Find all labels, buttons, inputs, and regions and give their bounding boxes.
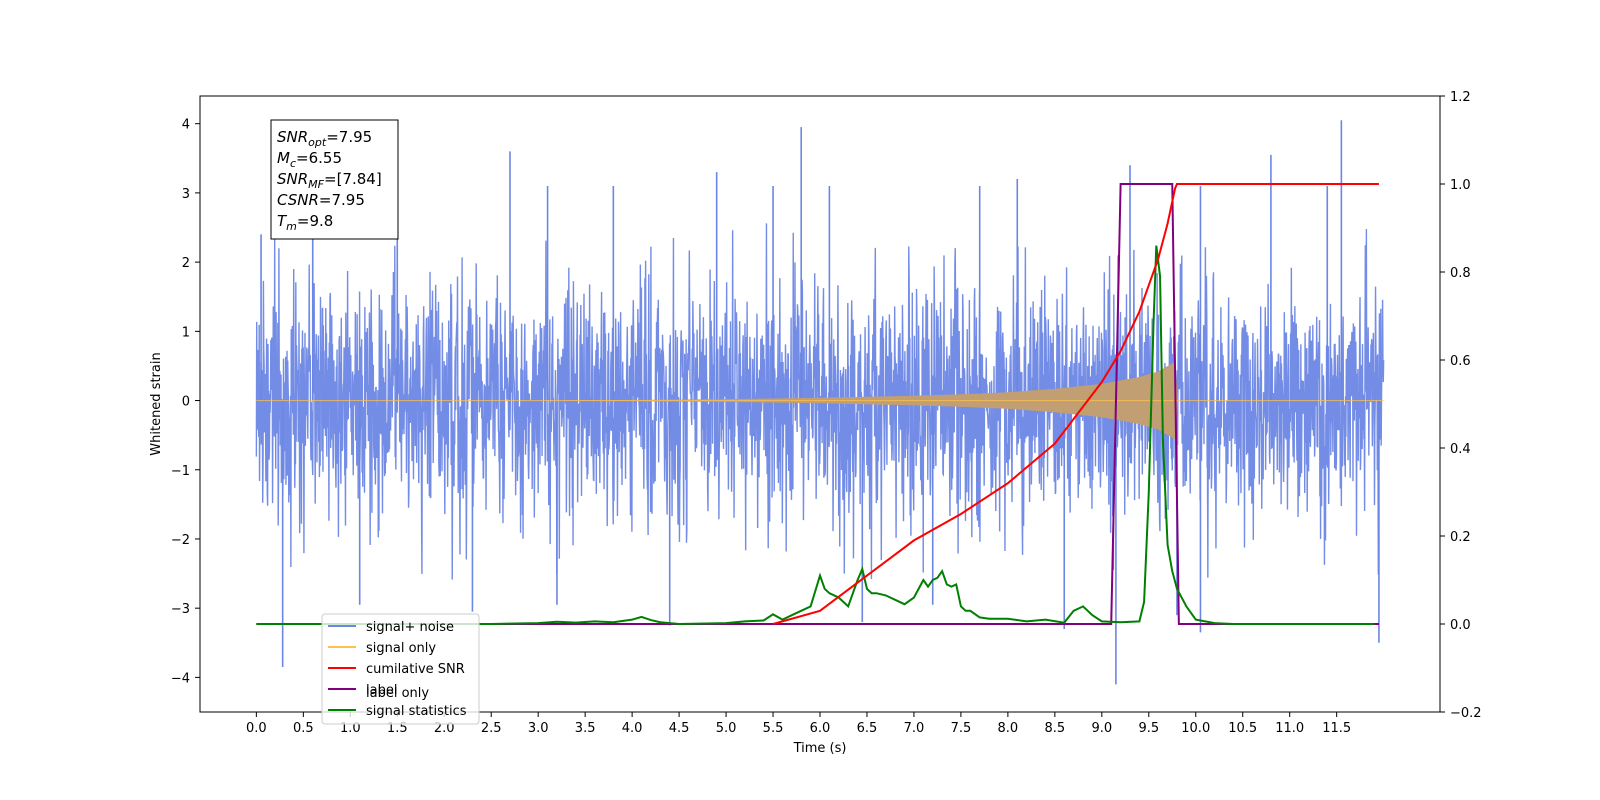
x-tick-label: 2.5 xyxy=(481,721,502,736)
x-tick-label: 5.0 xyxy=(716,721,737,736)
x-tick-label: 9.5 xyxy=(1138,721,1159,736)
y-tick-label: 2 xyxy=(182,256,190,271)
y2-tick-label: 0.8 xyxy=(1450,266,1471,281)
series-signal-noise-line xyxy=(255,223,1385,580)
y2-tick-label: 1.0 xyxy=(1450,178,1471,193)
y-tick-label: −1 xyxy=(171,464,190,479)
legend-label: signal+ noise xyxy=(366,620,454,635)
annotation-line: SNRopt=7.95 xyxy=(277,128,372,149)
y-axis-left: −4 −3 −2 −1 0 1 2 3 4 xyxy=(171,118,200,686)
y-tick-label: −4 xyxy=(171,671,190,686)
y-tick-label: −2 xyxy=(171,533,190,548)
y-tick-label: 4 xyxy=(182,118,190,133)
annotation-line: SNRMF=[7.84] xyxy=(277,170,382,191)
x-tick-label: 9.0 xyxy=(1091,721,1112,736)
x-tick-label: 1.5 xyxy=(387,721,408,736)
x-tick-label: 6.5 xyxy=(857,721,878,736)
y-tick-label: 0 xyxy=(182,395,190,410)
legend-box xyxy=(321,613,480,725)
legend: label only signal+ noise signal only cumila… xyxy=(321,613,480,725)
x-tick-label: 1.0 xyxy=(340,721,361,736)
series-label-line xyxy=(256,183,1379,625)
legend-label: signal only xyxy=(366,641,436,656)
y2-tick-label: 0.2 xyxy=(1450,530,1471,545)
x-tick-label: 10.5 xyxy=(1228,721,1257,736)
y2-tick-label: 1.2 xyxy=(1450,90,1471,105)
x-tick-label: 4.0 xyxy=(622,721,643,736)
x-tick-label: 5.5 xyxy=(763,721,784,736)
legend-label: cumilative SNR xyxy=(366,662,465,677)
x-tick-label: 0.0 xyxy=(246,721,267,736)
y-tick-label: −3 xyxy=(171,602,190,617)
y2-tick-label: 0.0 xyxy=(1450,618,1471,633)
x-tick-label: 8.0 xyxy=(998,721,1019,736)
plot-area xyxy=(255,120,1385,685)
y-axis-right: −0.2 0.0 0.2 0.4 0.6 0.8 1.0 1.2 xyxy=(1440,90,1482,721)
x-tick-label: 0.5 xyxy=(293,721,314,736)
annotation-line: Tm=9.8 xyxy=(277,212,333,233)
x-tick-label: 11.5 xyxy=(1322,721,1351,736)
y2-tick-label: −0.2 xyxy=(1450,706,1482,721)
x-tick-label: 3.0 xyxy=(528,721,549,736)
y2-tick-label: 0.6 xyxy=(1450,354,1471,369)
legend-label: label xyxy=(366,683,397,698)
x-axis-label: Time (s) xyxy=(793,741,847,756)
y-tick-label: 3 xyxy=(182,187,190,202)
series-cumulative-snr-line xyxy=(772,183,1379,625)
x-tick-label: 2.0 xyxy=(434,721,455,736)
x-tick-label: 7.5 xyxy=(951,721,972,736)
y-tick-label: 1 xyxy=(182,325,190,340)
series-signal-statistics-line xyxy=(256,245,1375,626)
y-axis-label: Whitened strain xyxy=(149,352,164,455)
x-tick-label: 4.5 xyxy=(669,721,690,736)
annotation-line: CSNR=7.95 xyxy=(277,191,365,209)
legend-ghost-text: label only xyxy=(366,686,429,701)
x-tick-label: 10.0 xyxy=(1181,721,1210,736)
annotation-box xyxy=(270,119,399,240)
x-tick-label: 7.0 xyxy=(904,721,925,736)
x-tick-label: 3.5 xyxy=(575,721,596,736)
annotation-line: Mc=6.55 xyxy=(277,149,342,170)
x-tick-label: 6.0 xyxy=(810,721,831,736)
legend-label: signal statistics xyxy=(366,704,467,719)
x-axis: 0.0 0.5 1.0 1.5 2.0 2.5 3.0 3.5 4.0 4.5 5.0 5.5 6.0 6… xyxy=(246,712,1351,736)
y2-tick-label: 0.4 xyxy=(1450,442,1471,457)
x-tick-label: 11.0 xyxy=(1275,721,1304,736)
x-tick-label: 8.5 xyxy=(1045,721,1066,736)
